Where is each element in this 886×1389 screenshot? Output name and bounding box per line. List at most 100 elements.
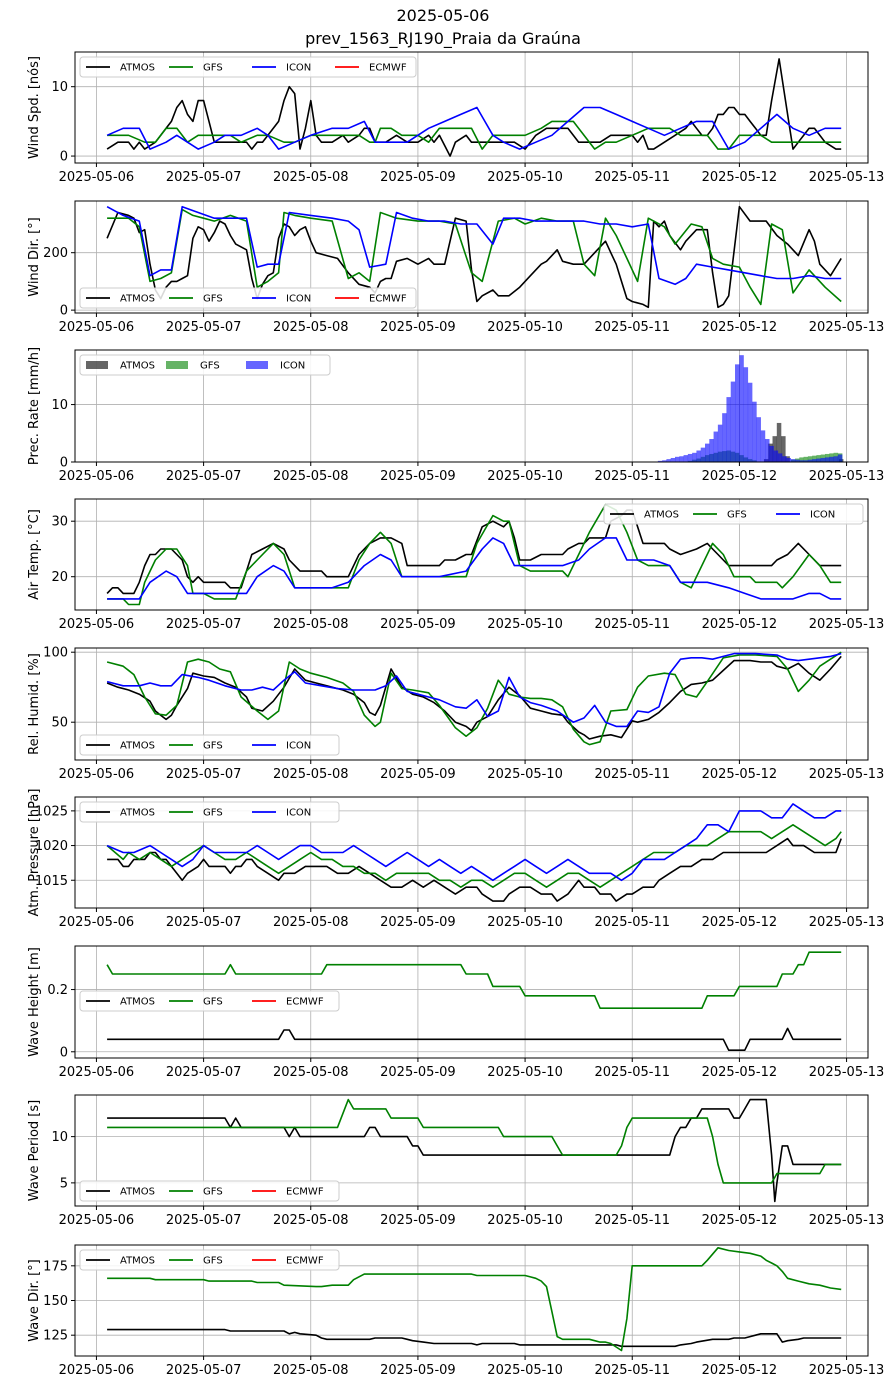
- x-tick-label: 2025-05-07: [166, 617, 242, 632]
- y-tick-label: 0: [60, 1045, 68, 1060]
- bar-atmos: [772, 436, 778, 462]
- y-tick-label: 0: [60, 304, 68, 319]
- x-tick-label: 2025-05-12: [702, 617, 778, 632]
- legend-label-icon: ICON: [280, 361, 305, 372]
- y-tick-label: 100: [43, 646, 68, 661]
- y-axis-label: Wave Height [m]: [27, 947, 42, 1057]
- legend: ATMOS GFS ICON: [79, 801, 340, 823]
- series-line-gfs: [106, 824, 842, 888]
- legend-label-gfs: GFS: [203, 63, 223, 74]
- x-tick-label: 2025-05-10: [487, 1213, 563, 1228]
- y-axis-label: Wind Spd. [nós]: [27, 56, 42, 159]
- legend-box: [79, 287, 417, 309]
- x-tick-label: 2025-05-10: [487, 915, 563, 930]
- plot-area: [106, 205, 842, 309]
- x-tick-label: 2025-05-07: [166, 170, 242, 185]
- bar-atmos: [781, 436, 786, 462]
- x-tick-label: 2025-05-06: [59, 915, 135, 930]
- y-tick-label: 0: [60, 150, 68, 165]
- series-line-icon: [106, 205, 842, 286]
- x-tick-label: 2025-05-06: [59, 1363, 135, 1378]
- x-tick-label: 2025-05-08: [273, 1065, 349, 1080]
- bar-icon: [829, 456, 834, 462]
- x-tick-label: 2025-05-11: [594, 469, 670, 484]
- legend-label-ecmwf: ECMWF: [369, 294, 407, 305]
- bar-icon: [782, 456, 787, 462]
- bar-icon: [825, 457, 830, 462]
- x-tick-label: 2025-05-09: [380, 1065, 456, 1080]
- y-axis-label: Wave Dir. [°]: [27, 1259, 42, 1342]
- bar-icon: [777, 453, 783, 462]
- plot-area: [657, 355, 844, 462]
- bar-icon: [833, 456, 839, 462]
- y-axis-label: Atm. Pressure [hPa]: [27, 789, 42, 917]
- bar-icon: [739, 355, 744, 462]
- x-tick-label: 2025-05-13: [809, 1065, 885, 1080]
- legend-label-icon: ICON: [286, 63, 311, 74]
- legend-label-icon: ICON: [810, 510, 835, 521]
- series-line-gfs: [107, 1247, 842, 1352]
- legend-label-ecmwf: ECMWF: [286, 997, 324, 1008]
- x-tick-label: 2025-05-11: [594, 320, 670, 335]
- x-tick-label: 2025-05-13: [809, 617, 885, 632]
- x-tick-label: 2025-05-07: [166, 1363, 242, 1378]
- y-tick-label: 1020: [35, 839, 68, 854]
- panel-4: 2025-05-06 2025-05-07 2025-05-08 2025-05-09…: [27, 498, 885, 632]
- plot-area: [107, 1247, 842, 1352]
- bar-icon: [726, 397, 731, 462]
- legend-label-atmos: ATMOS: [120, 997, 155, 1008]
- y-tick-label: 1015: [35, 874, 68, 889]
- axes-frame: [74, 200, 869, 314]
- x-tick-label: 2025-05-07: [166, 1213, 242, 1228]
- bar-icon: [807, 459, 813, 462]
- legend: ATMOS GFS ICON: [79, 734, 340, 756]
- figure-subtitle: prev_1563_RJ190_Praia da Graúna: [305, 29, 581, 48]
- x-tick-label: 2025-05-06: [59, 1213, 135, 1228]
- legend: ATMOS GFS ICON ECMWF: [79, 287, 417, 309]
- x-tick-label: 2025-05-11: [594, 1363, 670, 1378]
- legend-label-gfs: GFS: [203, 1187, 223, 1198]
- x-tick-label: 2025-05-09: [380, 320, 456, 335]
- x-tick-label: 2025-05-12: [702, 915, 778, 930]
- legend-swatch-icon: [246, 361, 268, 369]
- legend: ATMOS GFS ECMWF: [79, 990, 340, 1012]
- figure-title: 2025-05-06: [396, 6, 490, 25]
- legend-label-icon: ICON: [286, 808, 311, 819]
- legend: ATMOS GFS ICON ECMWF: [79, 56, 417, 78]
- series-line-gfs: [106, 951, 842, 1009]
- series-line-atmos: [106, 58, 842, 157]
- x-tick-label: 2025-05-12: [702, 170, 778, 185]
- series-line-atmos: [106, 205, 842, 309]
- panel-2: 2025-05-06 2025-05-07 2025-05-08 2025-05-09…: [27, 200, 884, 335]
- x-tick-label: 2025-05-13: [809, 915, 885, 930]
- legend-label-icon: ICON: [286, 294, 311, 305]
- x-tick-label: 2025-05-07: [166, 915, 242, 930]
- x-tick-label: 2025-05-10: [487, 767, 563, 782]
- axes-frame: [74, 796, 869, 909]
- series-line-gfs: [107, 120, 842, 150]
- x-tick-label: 2025-05-13: [809, 767, 885, 782]
- legend-label-ecmwf: ECMWF: [286, 1187, 324, 1198]
- legend-label-ecmwf: ECMWF: [369, 63, 407, 74]
- bar-icon: [666, 459, 671, 462]
- bar-icon: [692, 452, 697, 462]
- bar-icon: [713, 431, 719, 462]
- x-tick-label: 2025-05-11: [594, 1065, 670, 1080]
- legend-box: [79, 1180, 340, 1202]
- legend: ATMOS GFS ECMWF: [79, 1249, 340, 1271]
- bar-icon: [675, 456, 680, 462]
- series-line-icon: [107, 537, 842, 600]
- bar-icon: [837, 454, 843, 462]
- x-tick-label: 2025-05-09: [380, 1213, 456, 1228]
- x-tick-label: 2025-05-08: [273, 469, 349, 484]
- legend-box: [79, 1249, 340, 1271]
- series-line-gfs: [107, 208, 842, 306]
- series-line-gfs: [107, 1098, 842, 1184]
- plot-area: [107, 1098, 842, 1203]
- x-tick-label: 2025-05-09: [380, 767, 456, 782]
- y-tick-label: 125: [43, 1329, 68, 1344]
- plot-area: [106, 503, 842, 606]
- series-line-icon: [106, 106, 842, 150]
- panel-6: 2025-05-06 2025-05-07 2025-05-08 2025-05-09…: [27, 789, 884, 930]
- bar-icon: [717, 424, 723, 462]
